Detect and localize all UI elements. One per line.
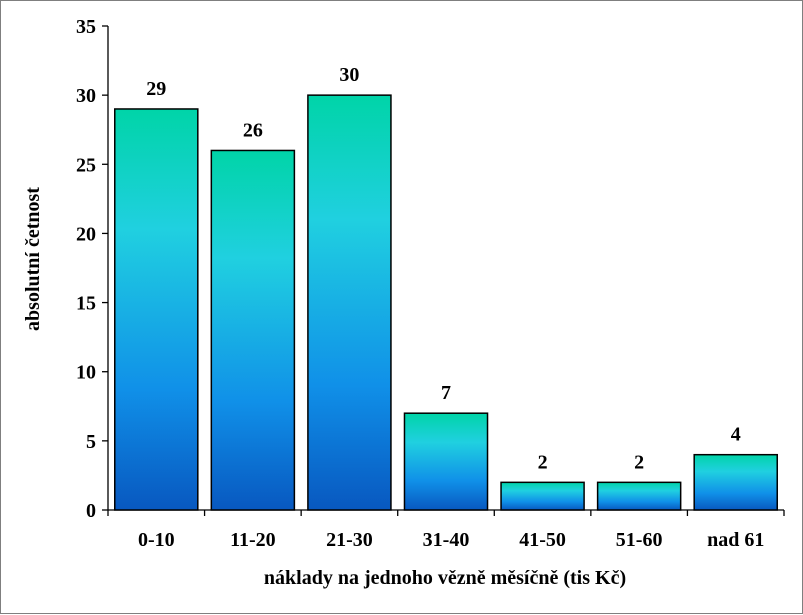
- bar-21-30: [307, 94, 392, 511]
- y-tick-label: 25: [76, 154, 96, 176]
- data-labels: 29 26 30 7 2 2 4: [146, 64, 740, 473]
- y-tick-label: 5: [86, 431, 96, 453]
- x-tick-label: nad 61: [707, 529, 764, 551]
- x-axis: 0-10 11-20 21-30 31-40 41-50 51-60 nad 61: [107, 509, 785, 551]
- x-tick-label: 0-10: [138, 529, 175, 551]
- data-label: 2: [634, 451, 644, 473]
- data-label: 29: [146, 78, 166, 100]
- bar-0-10: [114, 108, 199, 511]
- y-tick-label: 30: [76, 85, 96, 107]
- y-axis-title: absolutní četnost: [22, 187, 44, 331]
- x-tick-label: 21-30: [326, 529, 373, 551]
- bar-nad-61: [693, 453, 778, 511]
- data-label: 7: [441, 382, 451, 404]
- bar-11-20: [210, 149, 296, 511]
- y-tick-label: 10: [76, 362, 96, 384]
- y-tick-label: 20: [76, 223, 96, 245]
- bar-31-40: [403, 412, 489, 511]
- data-label: 2: [538, 451, 548, 473]
- data-label: 26: [243, 119, 263, 141]
- bars: [114, 94, 778, 511]
- data-label: 4: [731, 424, 741, 446]
- y-axis: 0 5 10 15 20 25 30 35: [76, 16, 109, 522]
- bar-41-50: [500, 481, 585, 511]
- x-tick-label: 51-60: [616, 529, 663, 551]
- bar-51-60: [596, 481, 682, 511]
- y-tick-label: 35: [76, 16, 96, 38]
- x-tick-label: 31-40: [423, 529, 470, 551]
- y-tick-label: 15: [76, 293, 96, 315]
- x-tick-label: 11-20: [230, 529, 276, 551]
- x-tick-label: 41-50: [519, 529, 566, 551]
- y-tick-label: 0: [86, 500, 96, 522]
- x-axis-title: náklady na jednoho vězně měsíčně (tis Kč…: [264, 567, 626, 589]
- data-label: 30: [339, 64, 359, 86]
